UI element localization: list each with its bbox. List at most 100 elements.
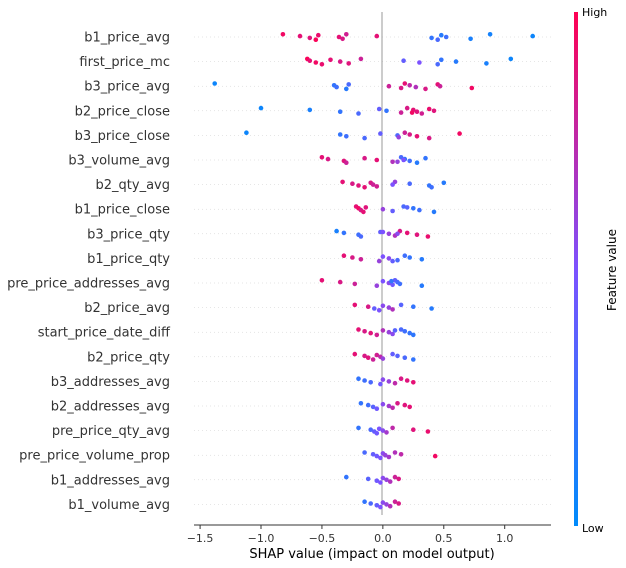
shap-point: [407, 83, 413, 88]
shap-point: [374, 406, 380, 412]
shap-point: [386, 329, 392, 335]
shap-point: [407, 330, 413, 336]
colorbar-low-label: Low: [582, 522, 604, 535]
feature-label-b3_price_qty: b3_price_qty: [87, 227, 170, 242]
shap-point: [258, 105, 264, 111]
feature-label-start_price_date_diff: start_price_date_diff: [38, 326, 171, 341]
shap-point: [386, 379, 392, 384]
shap-point: [404, 205, 410, 210]
shap-point: [402, 253, 408, 258]
shap-point: [397, 281, 403, 287]
shap-point: [380, 401, 386, 407]
shap-point: [390, 182, 395, 187]
shap-point: [419, 283, 425, 289]
shap-point: [368, 330, 374, 336]
shap-point: [386, 231, 392, 237]
shap-point: [376, 308, 382, 313]
shap-point: [457, 131, 462, 136]
shap-point: [344, 32, 349, 37]
shap-point: [402, 130, 408, 135]
shap-point: [409, 110, 415, 115]
feature-label-b3_addresses_avg: b3_addresses_avg: [51, 375, 170, 390]
shap-point: [344, 160, 349, 165]
shap-point: [402, 329, 408, 334]
shap-point: [384, 477, 389, 483]
shap-point: [390, 159, 395, 165]
shap-point: [384, 502, 389, 507]
shap-point: [392, 450, 398, 455]
shap-point: [441, 180, 447, 186]
shap-point: [350, 181, 355, 186]
shap-point: [384, 430, 389, 435]
shap-point: [340, 36, 345, 42]
row-guides: [194, 36, 551, 505]
shap-point: [362, 155, 367, 161]
shap-point: [390, 258, 395, 264]
feature-label-pre_price_qty_avg: pre_price_qty_avg: [52, 424, 170, 439]
shap-point: [431, 209, 437, 215]
shap-point: [244, 130, 249, 135]
data-points: [212, 32, 535, 510]
shap-point: [398, 327, 404, 332]
shap-point: [429, 306, 434, 311]
shap-point: [392, 380, 398, 386]
shap-point: [389, 278, 394, 284]
shap-point: [401, 58, 406, 63]
shap-point: [432, 453, 438, 459]
x-tick-label: −1.5: [187, 532, 214, 545]
shap-point: [344, 86, 349, 92]
shap-point: [435, 37, 441, 42]
shap-point: [419, 257, 425, 262]
shap-point: [401, 157, 406, 163]
shap-point: [313, 37, 319, 42]
shap-point: [307, 35, 313, 41]
shap-point: [350, 255, 355, 260]
shap-point: [392, 328, 398, 333]
shap-point: [398, 376, 404, 382]
shap-point: [431, 108, 437, 114]
shap-point: [325, 156, 331, 162]
shap-point: [386, 305, 392, 310]
shap-point: [313, 60, 319, 65]
colorbar-title: Feature value: [605, 229, 619, 311]
shap-point: [404, 105, 410, 111]
feature-label-b2_price_qty: b2_price_qty: [87, 350, 170, 365]
shap-point: [362, 450, 367, 455]
shap-point: [280, 32, 286, 37]
shap-point: [365, 402, 371, 408]
shap-point: [380, 356, 386, 361]
shap-point: [395, 257, 400, 263]
shap-point: [319, 155, 325, 160]
feature-label-b2_addresses_avg: b2_addresses_avg: [51, 400, 170, 415]
shap-point: [358, 257, 364, 262]
shap-point: [378, 455, 383, 461]
shap-point: [384, 108, 389, 114]
shap-point: [380, 475, 386, 481]
shap-point: [414, 134, 420, 139]
shap-point: [356, 327, 361, 332]
shap-point: [337, 132, 343, 137]
shap-point: [484, 61, 489, 66]
shap-point: [376, 426, 382, 432]
shap-point: [370, 182, 376, 187]
shap-point: [374, 503, 380, 508]
shap-point: [395, 353, 400, 359]
shap-point: [396, 501, 402, 506]
shap-point: [370, 452, 376, 457]
x-tick-label: −1.0: [248, 532, 275, 545]
shap-point: [404, 378, 410, 383]
shap-point: [469, 85, 475, 91]
shap-point: [337, 109, 343, 114]
shap-point: [413, 84, 419, 90]
feature-labels: b1_price_avg first_price_mc b3_price_avg b2…: [7, 31, 171, 513]
shap-point: [390, 331, 395, 337]
shap-point: [387, 479, 393, 484]
shap-point: [362, 329, 367, 334]
shap-point: [362, 353, 367, 359]
shap-point: [392, 474, 398, 480]
shap-point: [363, 205, 369, 210]
shap-point: [407, 181, 413, 186]
shap-point: [386, 454, 392, 460]
shap-point: [407, 255, 413, 260]
shap-point: [374, 157, 380, 163]
